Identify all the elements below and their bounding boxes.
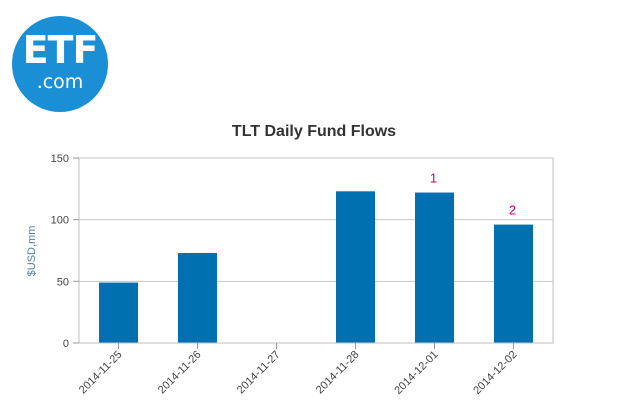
x-tick-label: 2014-11-27 (235, 349, 283, 397)
x-tick-label: 2014-12-01 (392, 349, 440, 397)
etf-logo: ETF .com (12, 16, 108, 112)
y-tick-label: 0 (63, 338, 69, 350)
plot-frame (78, 157, 554, 344)
bar-2014-11-25 (99, 282, 138, 343)
bars (99, 191, 533, 343)
x-tick-label: 2014-12-02 (471, 349, 519, 397)
x-tick-label: 2014-11-26 (156, 349, 204, 397)
annotation-label: 1 (430, 171, 437, 186)
x-tick-label: 2014-11-25 (77, 349, 125, 397)
y-tick-label: 50 (57, 276, 69, 288)
bar-2014-11-26 (178, 252, 217, 343)
x-axis-ticks: 2014-11-25 2014-11-26 2014-11-27 2014-11-28… (77, 343, 520, 397)
annotations: 12 (430, 171, 516, 218)
bar-2014-12-02 (494, 224, 533, 343)
bar-2014-11-28 (336, 191, 375, 343)
y-axis-ticks: 0 50 100 150 (51, 153, 79, 350)
y-tick-label: 150 (51, 153, 69, 165)
x-tick-label: 2014-11-28 (314, 349, 362, 397)
gridlines (79, 157, 553, 344)
annotation-label: 2 (509, 203, 516, 218)
y-tick-label: 100 (51, 215, 69, 227)
y-axis-label: $USD,mm (26, 226, 38, 277)
logo-main-text: ETF (22, 28, 99, 72)
bar-2014-12-01 (415, 192, 454, 343)
chart-title: TLT Daily Fund Flows (232, 123, 396, 140)
logo-sub-text: .com (36, 71, 84, 93)
plot-border (78, 157, 554, 344)
